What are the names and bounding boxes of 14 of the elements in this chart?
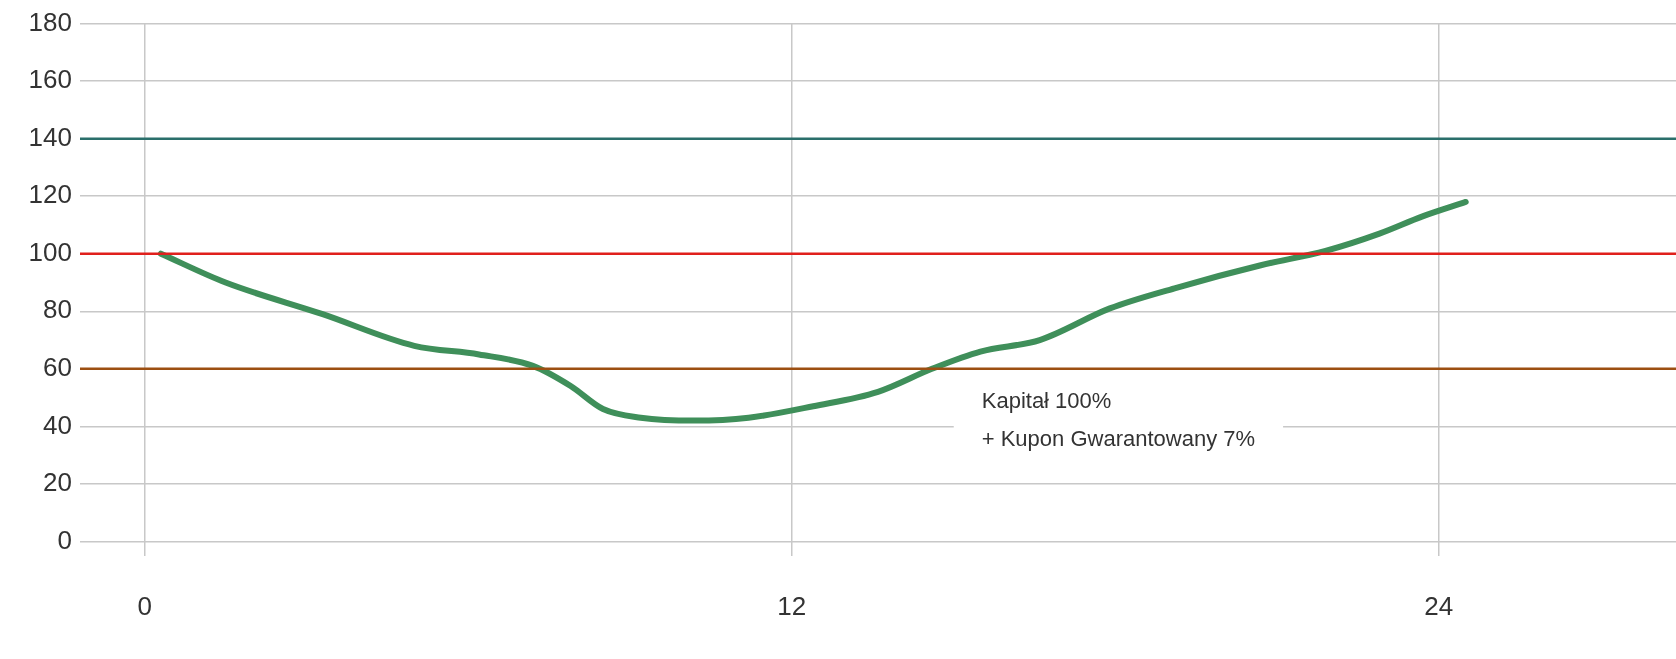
- y-tick-label: 120: [28, 179, 72, 210]
- y-tick-label: 20: [43, 467, 72, 498]
- y-tick-label: 100: [28, 236, 72, 267]
- y-tick-label: 60: [43, 351, 72, 382]
- annotation: Kapitał 100% + Kupon Gwarantowany 7%: [981, 387, 1256, 451]
- y-tick-label: 0: [57, 524, 72, 555]
- y-tick-label: 140: [28, 121, 72, 152]
- y-tick-label: 80: [43, 294, 72, 325]
- x-tick-label: 0: [137, 590, 152, 621]
- y-tick-label: 40: [43, 409, 72, 440]
- x-tick-label: 12: [777, 590, 807, 621]
- y-tick-label: 160: [28, 64, 72, 95]
- y-tick-label: 180: [28, 6, 72, 37]
- x-tick-label: 24: [1424, 590, 1454, 621]
